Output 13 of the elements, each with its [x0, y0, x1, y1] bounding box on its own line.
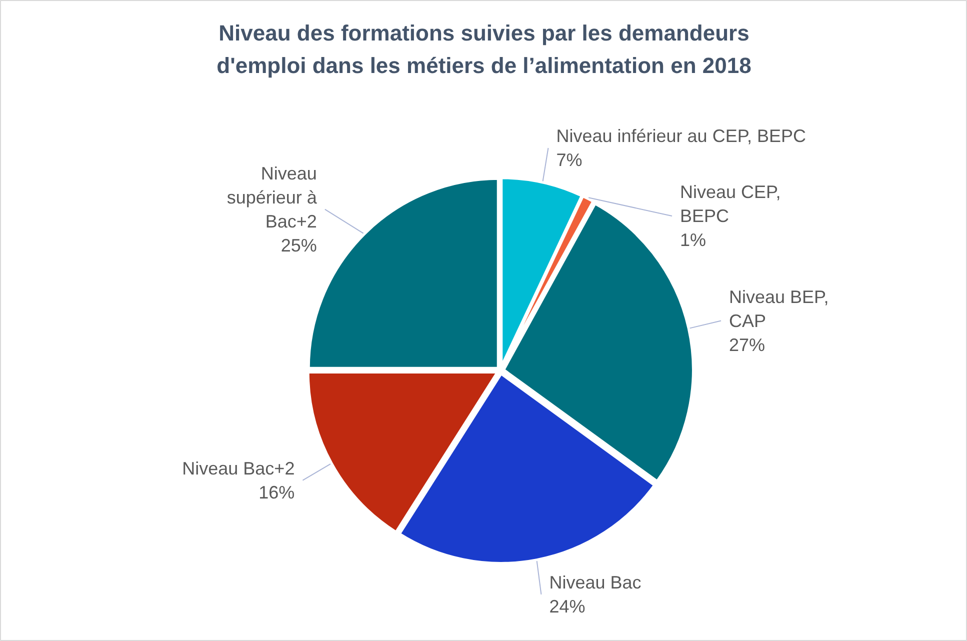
slice-label: Niveau Bac: [549, 572, 642, 592]
chart-title: Niveau des formations suivies par les demandeurs d'emploi dans les métiers de l’alimentation en 2018: [216, 20, 752, 78]
slice-label: Niveau supérieur à Bac+2: [226, 163, 318, 232]
slice-label: Niveau Bac+2: [182, 458, 295, 478]
data-label: 1%: [680, 230, 706, 250]
data-label: 25%: [280, 235, 317, 256]
slice-label: Niveau CEP, BEPC: [680, 182, 781, 226]
data-label: 16%: [258, 482, 295, 502]
data-label: 7%: [556, 150, 582, 170]
slice-label: Niveau inférieur au CEP, BEPC: [556, 126, 806, 146]
data-label: 27%: [729, 334, 766, 355]
data-label: 24%: [549, 596, 586, 616]
slice-label: Niveau BEP, CAP: [729, 286, 829, 331]
